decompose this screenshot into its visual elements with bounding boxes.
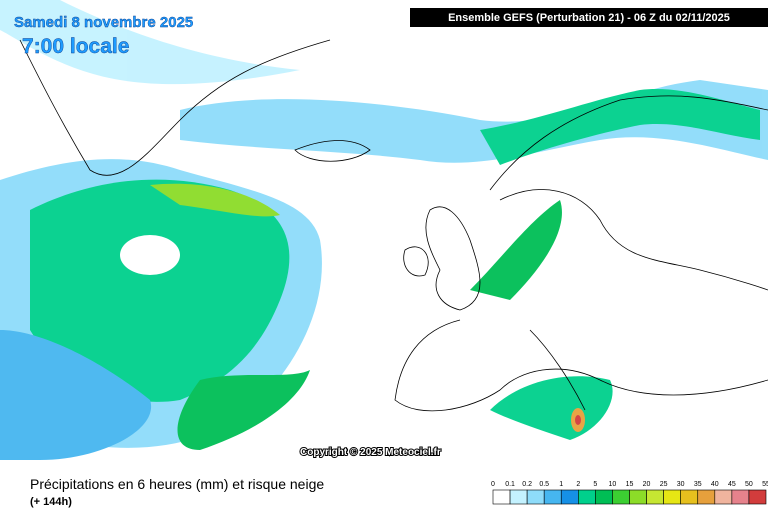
legend-label: 0.5 — [539, 481, 549, 488]
legend-label: 50 — [745, 481, 753, 488]
legend-label: 40 — [711, 481, 719, 488]
coastline — [425, 206, 481, 311]
legend-label: 0 — [491, 481, 495, 488]
legend-swatch — [560, 489, 579, 505]
legend-swatch — [680, 489, 699, 505]
precipitation — [0, 0, 768, 460]
legend-swatch — [663, 489, 681, 505]
legend-swatch — [697, 489, 716, 505]
precip-area — [30, 179, 290, 402]
legend-label: 55 — [762, 481, 768, 488]
legend-swatch — [578, 489, 596, 505]
legend-label: 25 — [660, 481, 668, 488]
footer-title: Précipitations en 6 heures (mm) et risqu… — [30, 476, 324, 492]
precip-area — [575, 415, 581, 425]
time: 7:00 locale — [22, 35, 129, 58]
copyright: Copyright © 2025 Meteociel.fr — [300, 447, 441, 458]
date: Samedi 8 novembre 2025 — [14, 14, 193, 31]
coastline — [394, 95, 768, 412]
legend-label: 2 — [576, 481, 580, 488]
run-info: Ensemble GEFS (Perturbation 21) - 06 Z d… — [448, 12, 730, 24]
legend-label: 1 — [559, 481, 563, 488]
legend-swatch — [646, 489, 664, 505]
legend-label: 0.2 — [522, 481, 532, 488]
dry-area — [120, 235, 180, 275]
legend-label: 10 — [609, 481, 617, 488]
legend-label: 35 — [694, 481, 702, 488]
legend-swatch — [543, 489, 562, 505]
legend-label: 30 — [677, 481, 685, 488]
legend-swatch — [492, 489, 511, 505]
legend-swatch — [714, 489, 733, 505]
precip-area — [150, 183, 280, 217]
legend-label: 5 — [593, 481, 597, 488]
precip-area — [470, 200, 562, 300]
precip-area — [0, 330, 152, 460]
precip-area — [480, 89, 760, 165]
legend-swatch — [595, 489, 613, 505]
coastline — [529, 329, 586, 411]
run-banner — [410, 8, 768, 27]
coastline — [403, 246, 429, 277]
legend: 0 0.1 0.2 0.5 1 2 5 10 15 20 25 30 35 40 45 50 55 — [491, 481, 768, 505]
coastline — [19, 39, 331, 176]
precip-area — [0, 0, 300, 85]
legend-label: 0.1 — [505, 481, 515, 488]
coastlines — [19, 39, 768, 412]
legend-label: 20 — [643, 481, 651, 488]
legend-swatch — [526, 489, 545, 505]
precip-area — [177, 370, 310, 450]
legend-swatch — [612, 489, 630, 505]
legend-swatch — [629, 489, 647, 505]
coastline — [294, 140, 371, 162]
legend-label: 45 — [728, 481, 736, 488]
legend-label: 15 — [626, 481, 634, 488]
legend-swatch — [748, 489, 767, 505]
lead-time: (+ 144h) — [30, 496, 72, 508]
legend-swatch — [509, 489, 528, 505]
legend-swatch — [731, 489, 750, 505]
